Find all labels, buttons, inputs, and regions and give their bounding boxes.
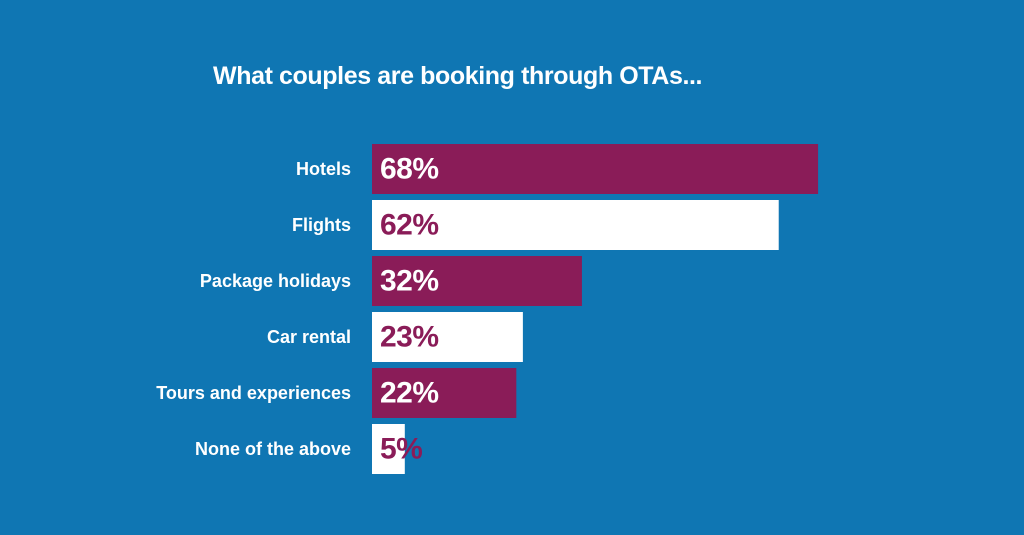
category-label: Tours and experiences	[156, 383, 351, 403]
value-label: 23%	[380, 321, 439, 354]
bar-car-rental	[372, 312, 523, 362]
category-label: None of the above	[195, 439, 351, 459]
category-label: Package holidays	[200, 271, 351, 291]
category-label: Flights	[292, 215, 351, 235]
value-label: 32%	[380, 265, 439, 298]
value-label: 5%	[380, 433, 422, 466]
bar-tours-and-experiences	[372, 368, 517, 418]
bar-flights	[372, 200, 779, 250]
bar-hotels	[372, 144, 819, 194]
value-label: 22%	[380, 377, 439, 410]
bar-package-holidays	[372, 256, 582, 306]
value-label: 62%	[380, 209, 439, 242]
category-label: Car rental	[267, 327, 351, 347]
bar-none-of-the-above	[372, 424, 405, 474]
category-label: Hotels	[296, 159, 351, 179]
chart-title: What couples are booking through OTAs...	[213, 62, 703, 90]
value-label: 68%	[380, 153, 439, 186]
